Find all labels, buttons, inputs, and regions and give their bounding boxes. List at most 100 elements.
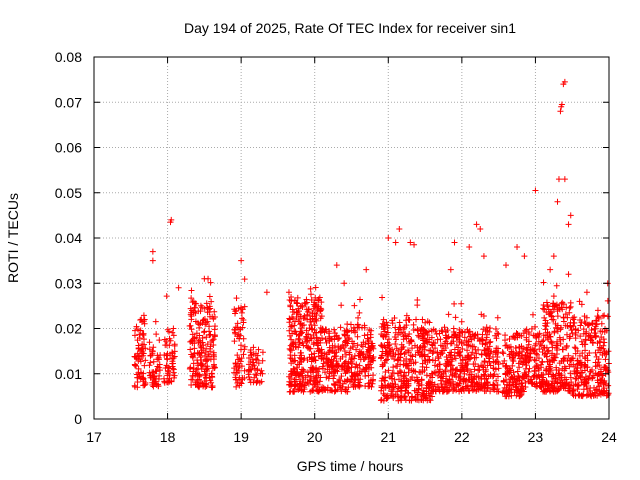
data-point [555, 176, 562, 183]
data-point [333, 262, 340, 269]
data-point [254, 377, 261, 384]
data-point [550, 385, 557, 392]
data-point [549, 350, 556, 357]
data-point [287, 375, 294, 382]
data-point [528, 380, 535, 387]
data-point [522, 379, 529, 386]
data-point [234, 352, 241, 359]
data-point [545, 371, 552, 378]
data-point [389, 386, 396, 393]
data-point [210, 336, 217, 343]
data-point [511, 389, 518, 396]
data-point [580, 326, 587, 333]
data-point [447, 266, 454, 273]
data-point [334, 335, 341, 342]
data-point [412, 394, 419, 401]
data-point [534, 373, 541, 380]
data-point [547, 310, 554, 317]
data-point [252, 356, 259, 362]
data-point [560, 301, 567, 308]
data-point [306, 345, 313, 352]
data-point [527, 354, 534, 361]
data-point [203, 383, 210, 390]
data-point [189, 376, 196, 383]
data-point [295, 344, 302, 351]
data-point [199, 339, 206, 346]
data-point [409, 374, 416, 381]
data-point [487, 388, 494, 395]
data-point [236, 379, 243, 386]
data-point [288, 360, 295, 367]
data-point [503, 342, 510, 349]
y-tick-label: 0 [74, 411, 82, 427]
x-tick-label: 22 [454, 429, 470, 445]
data-point [548, 356, 555, 363]
data-point [297, 359, 304, 366]
data-point [455, 374, 462, 381]
data-point [605, 391, 612, 398]
data-point [186, 322, 193, 329]
data-point [453, 387, 460, 394]
data-point [549, 344, 556, 351]
data-point [233, 383, 240, 390]
data-point [429, 393, 436, 400]
data-point [353, 346, 360, 353]
data-point [493, 358, 500, 365]
data-point [534, 351, 541, 358]
data-point [500, 377, 507, 384]
data-point [468, 336, 475, 343]
data-point [207, 331, 214, 338]
data-point [494, 373, 501, 380]
data-point [451, 346, 458, 353]
data-point [397, 350, 404, 357]
data-point [555, 370, 562, 377]
data-point [522, 351, 529, 358]
data-point [379, 343, 386, 350]
data-point [142, 357, 149, 364]
data-point [308, 387, 315, 394]
data-point [204, 309, 211, 316]
data-point [345, 366, 352, 373]
data-point [598, 334, 605, 341]
data-point [430, 326, 437, 333]
data-point [369, 342, 376, 349]
data-point [540, 279, 547, 286]
data-point [360, 350, 367, 357]
data-point [155, 364, 162, 371]
y-tick-label: 0.01 [55, 366, 82, 382]
data-point [352, 376, 359, 383]
data-point [584, 352, 591, 359]
data-point [586, 372, 593, 379]
data-point [381, 321, 388, 328]
data-point [452, 355, 459, 362]
data-point [459, 364, 466, 371]
data-point [429, 357, 436, 364]
data-point [291, 322, 298, 329]
data-point [199, 304, 206, 311]
data-point [236, 326, 243, 333]
data-point [499, 349, 506, 356]
data-point [603, 367, 610, 374]
data-point [407, 239, 414, 246]
data-point [149, 257, 156, 264]
data-point [430, 348, 437, 355]
data-point [146, 339, 153, 346]
data-point [443, 373, 450, 380]
data-point [423, 388, 430, 395]
data-point [451, 352, 458, 359]
data-point [426, 392, 433, 399]
data-point [598, 389, 605, 396]
data-point [188, 381, 195, 388]
data-point [209, 374, 216, 381]
data-point [577, 364, 584, 371]
data-point [584, 364, 591, 371]
data-point [394, 393, 401, 400]
data-point [136, 331, 143, 338]
data-point [370, 353, 377, 360]
data-point [154, 363, 161, 370]
data-point [155, 376, 162, 383]
data-point [547, 266, 554, 273]
data-point [169, 349, 176, 356]
data-point [457, 360, 464, 367]
data-point [193, 379, 200, 386]
